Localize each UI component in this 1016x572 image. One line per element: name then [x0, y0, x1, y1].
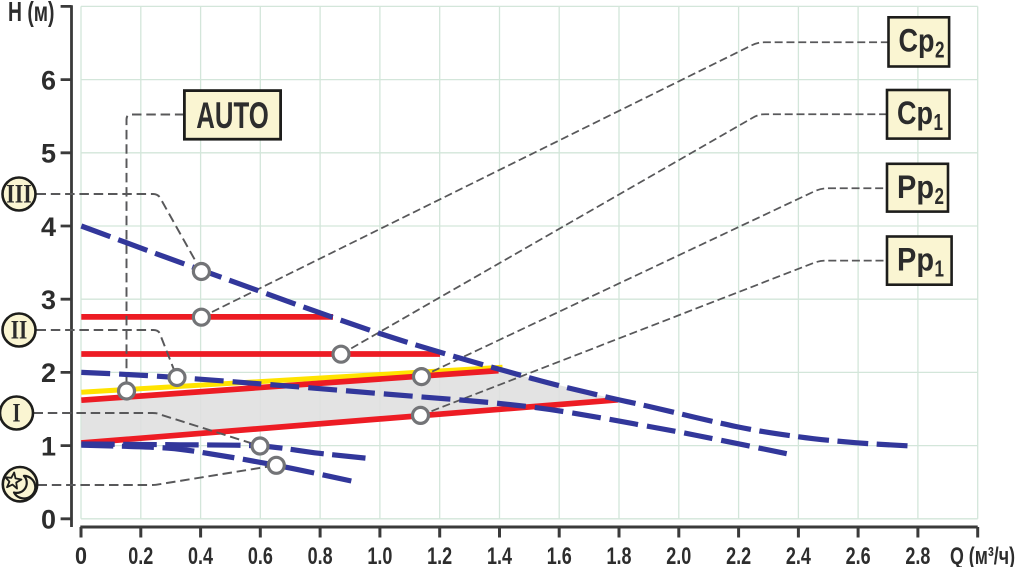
svg-text:2.0: 2.0: [666, 543, 691, 567]
svg-text:4: 4: [41, 212, 56, 242]
svg-text:6: 6: [41, 65, 56, 95]
svg-text:Q (м³/ч): Q (м³/ч): [950, 543, 1015, 567]
svg-text:0.4: 0.4: [188, 543, 213, 567]
svg-text:I: I: [13, 398, 21, 428]
svg-text:2.2: 2.2: [726, 543, 751, 567]
svg-text:0.8: 0.8: [308, 543, 333, 567]
svg-text:1: 1: [41, 431, 56, 461]
svg-text:2: 2: [935, 183, 945, 209]
svg-text:H (м): H (м): [8, 0, 55, 27]
svg-text:Cp: Cp: [897, 95, 933, 131]
svg-text:III: III: [6, 179, 32, 209]
svg-text:1: 1: [934, 109, 944, 135]
svg-text:0: 0: [41, 505, 56, 535]
svg-text:3: 3: [41, 285, 56, 315]
svg-text:2.6: 2.6: [846, 543, 871, 567]
svg-text:0.6: 0.6: [248, 543, 273, 567]
svg-text:5: 5: [41, 139, 56, 169]
svg-text:1.4: 1.4: [487, 543, 512, 567]
svg-text:2: 2: [935, 36, 945, 62]
svg-text:Cp: Cp: [899, 22, 935, 58]
svg-text:AUTO: AUTO: [196, 95, 269, 136]
svg-text:II: II: [11, 315, 28, 345]
svg-text:0: 0: [75, 543, 87, 567]
svg-text:1: 1: [935, 256, 945, 282]
svg-text:Pp: Pp: [897, 169, 934, 205]
svg-text:2: 2: [41, 358, 56, 388]
svg-text:Pp: Pp: [897, 242, 934, 278]
svg-text:1.0: 1.0: [367, 543, 392, 567]
svg-text:2.4: 2.4: [786, 543, 811, 567]
svg-text:1.6: 1.6: [547, 543, 572, 567]
svg-text:1.8: 1.8: [607, 543, 632, 567]
svg-text:1.2: 1.2: [427, 543, 452, 567]
svg-text:2.8: 2.8: [905, 543, 930, 567]
svg-text:0.2: 0.2: [128, 543, 153, 567]
